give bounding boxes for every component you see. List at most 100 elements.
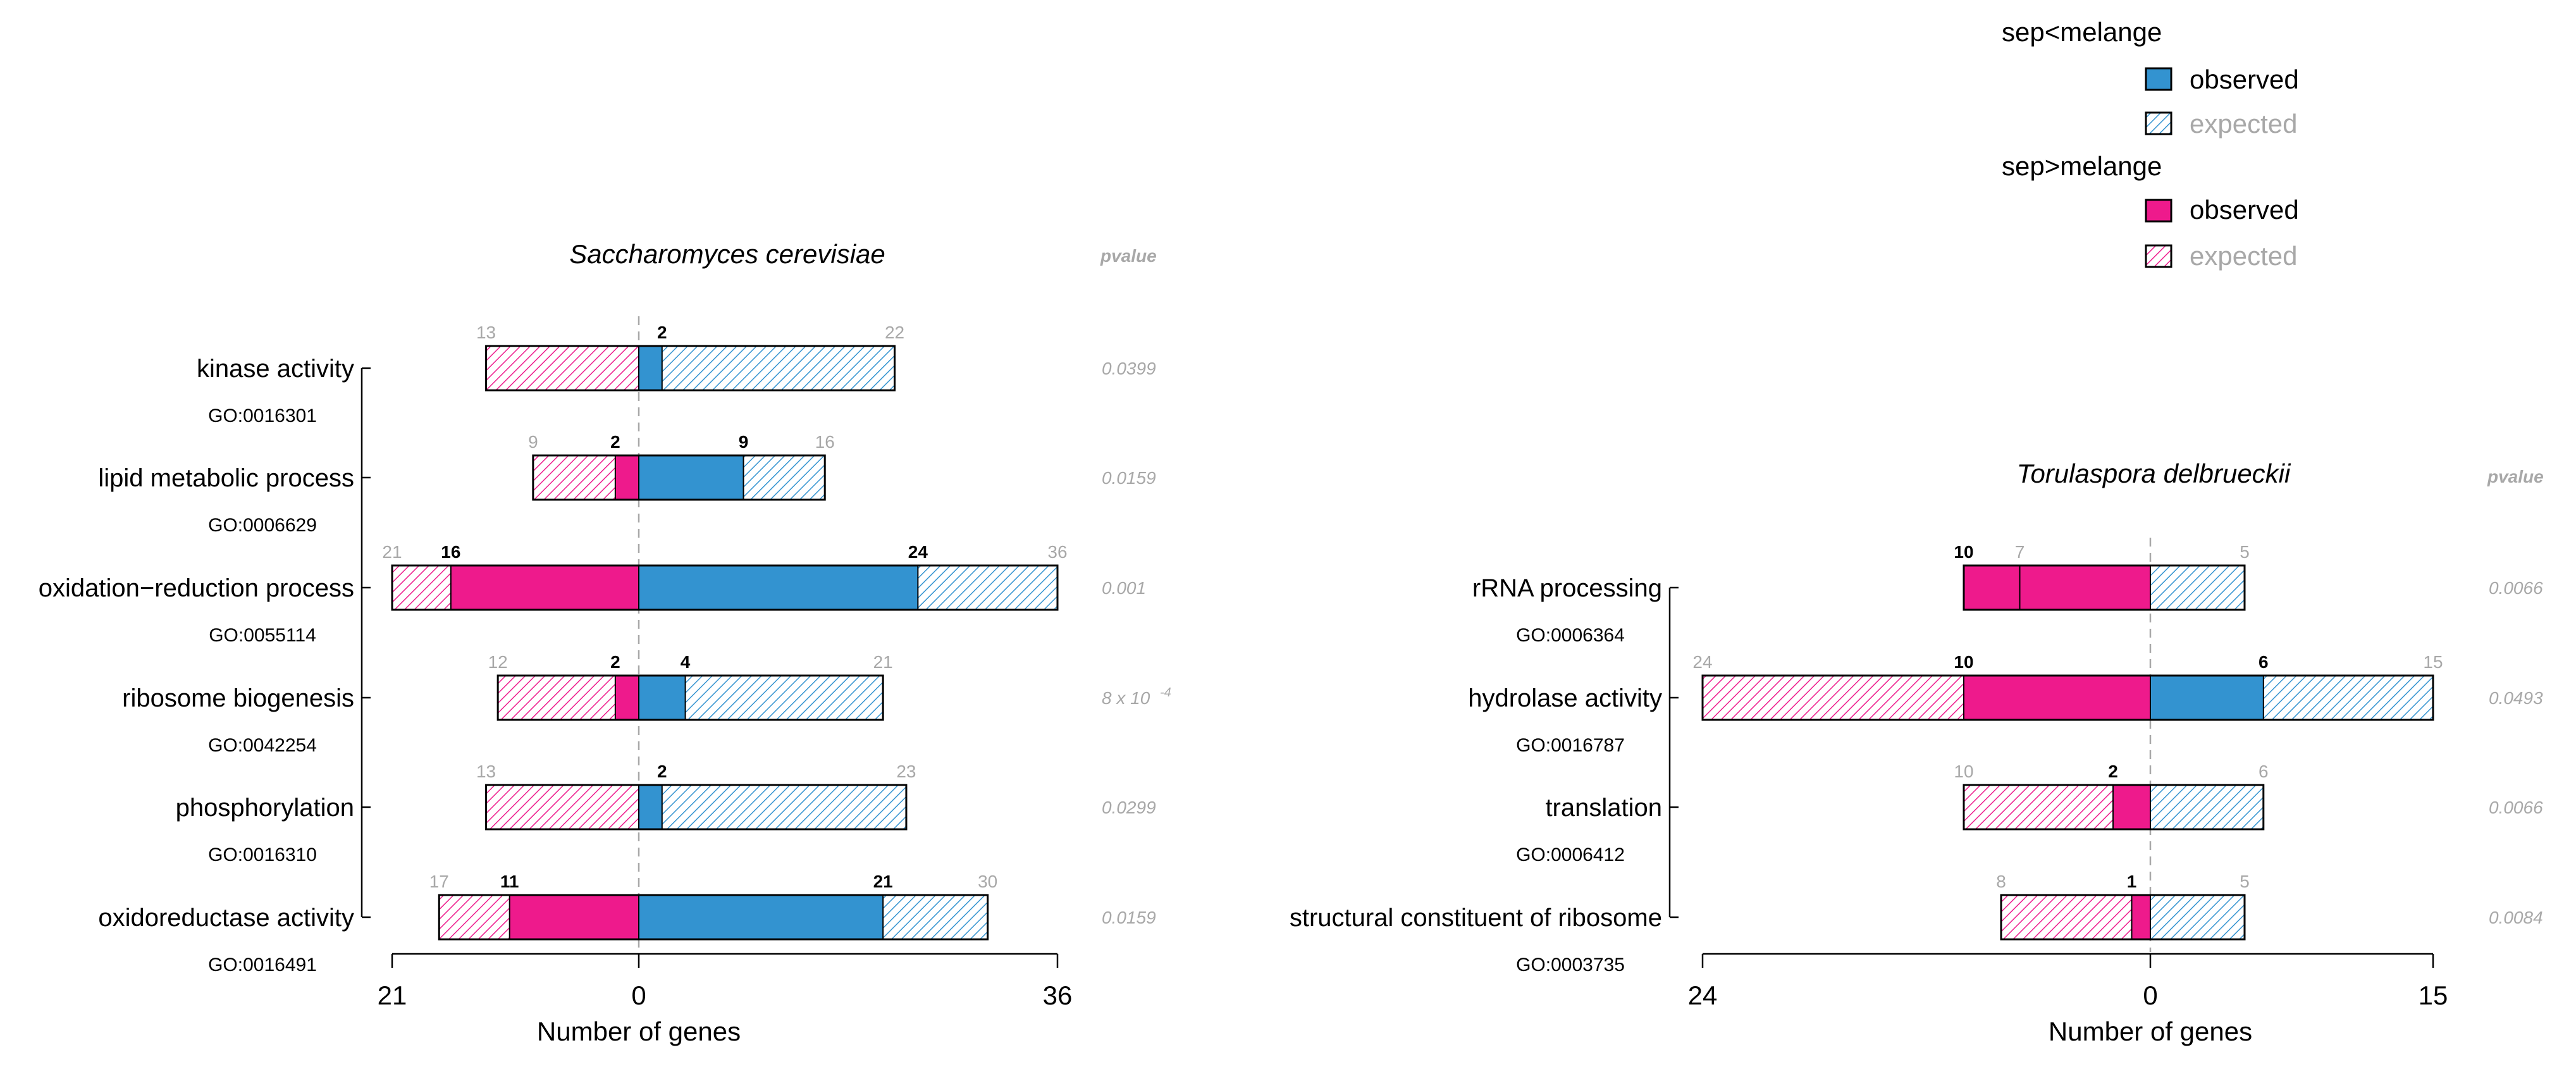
right-observed-label: 2 [657, 762, 667, 781]
left-observed-label: 1 [2127, 872, 2137, 891]
right-expected-label: 6 [2259, 762, 2269, 781]
bar-left-observed [615, 455, 639, 500]
bar-right-expected [2150, 565, 2245, 610]
go-id: GO:0055114 [209, 625, 316, 646]
category-label: phosphorylation [176, 794, 354, 822]
legend-label-pink-expected: expected [2190, 241, 2297, 271]
bar-right-observed [639, 785, 662, 829]
left-expected-label: 21 [382, 542, 402, 562]
chart-title: Saccharomyces cerevisiae [569, 239, 885, 269]
bar-right-expected [2150, 895, 2245, 939]
go-id: GO:0016310 [208, 844, 317, 865]
bar-left-expected [486, 346, 639, 390]
right-expected-label: 5 [2240, 542, 2250, 562]
chart-title: Torulaspora delbrueckii [2017, 459, 2291, 488]
left-expected-label: 13 [476, 323, 496, 342]
bar-right-observed [639, 676, 686, 720]
go-id: GO:0016301 [208, 405, 317, 426]
panel-torulaspora: Torulaspora delbrueckii pvalue rRNA proc… [1290, 459, 2544, 1046]
left-observed-label: 11 [500, 872, 519, 891]
right-expected-label: 16 [815, 432, 835, 452]
bar-left-observed [450, 565, 639, 610]
bar-row: hydrolase activity GO:0016787 24 10 6 15 0.049… [1468, 652, 2543, 756]
go-id: GO:0016491 [208, 955, 317, 975]
bar-right-observed [2150, 676, 2264, 720]
x-axis: 21 0 36 Number of genes [378, 953, 1073, 1046]
bar-right-observed [639, 346, 662, 390]
legend-label-blue-observed: observed [2190, 65, 2299, 94]
pvalue: 0.0066 [2489, 798, 2543, 817]
right-expected-label: 5 [2240, 872, 2250, 891]
category-label: ribosome biogenesis [122, 684, 354, 712]
legend-group-title-2: sep>melange [2002, 151, 2162, 181]
category-label: rRNA processing [1472, 574, 1662, 602]
right-observed-label: 21 [873, 872, 893, 891]
x-tick-label: 24 [1688, 980, 1718, 1010]
bar-row: phosphorylation GO:0016310 13 2 23 0.0299 [176, 762, 1156, 865]
left-observed-label: 16 [441, 542, 460, 562]
bar-row: rRNA processing GO:0006364 7 10 5 0.0066 [1472, 542, 2543, 646]
x-axis-label: Number of genes [2049, 1016, 2252, 1046]
legend-group-title-1: sep<melange [2002, 17, 2162, 47]
right-observed-label: 4 [681, 652, 691, 672]
left-expected-label: 12 [488, 652, 508, 672]
pvalue: 0.0299 [1102, 798, 1156, 817]
bar-row: ribosome biogenesis GO:0042254 12 2 4 21 8 x 1… [122, 652, 1171, 756]
bar-right-observed [639, 455, 744, 500]
right-observed-label: 9 [739, 432, 749, 452]
right-observed-label: 2 [657, 323, 667, 342]
left-observed-label: 2 [610, 432, 620, 452]
legend-swatch-blue-expected [2145, 111, 2172, 135]
x-tick-label: 0 [2143, 980, 2157, 1010]
bar-right-observed [639, 895, 884, 939]
left-expected-label: 10 [1954, 762, 1973, 781]
x-tick-label: 21 [378, 980, 407, 1010]
pvalue: 0.0493 [2489, 688, 2543, 708]
category-label: hydrolase activity [1468, 684, 1662, 712]
x-tick-label: 36 [1043, 980, 1073, 1010]
bar-row: structural constituent of ribosome GO:000… [1290, 872, 2543, 975]
bar-right-expected [2150, 785, 2264, 829]
x-axis: 24 0 15 Number of genes [1688, 953, 2448, 1046]
left-expected-label: 13 [476, 762, 496, 781]
go-id: GO:0006412 [1516, 844, 1625, 865]
x-tick-label: 15 [2419, 980, 2448, 1010]
left-observed-label: 10 [1954, 542, 1973, 562]
left-observed-label: 2 [2108, 762, 2118, 781]
category-label: structural constituent of ribosome [1290, 904, 1662, 932]
left-expected-label: 7 [2015, 542, 2025, 562]
right-expected-label: 15 [2423, 652, 2443, 672]
bar-right-observed [639, 565, 918, 610]
bar-left-expected [486, 785, 639, 829]
bar-left-observed [2131, 895, 2150, 939]
go-id: GO:0042254 [208, 735, 317, 756]
bar-row: oxidation−reduction process GO:0055114 21 1… [39, 542, 1146, 646]
right-expected-label: 22 [885, 323, 904, 342]
legend-label-pink-observed: observed [2190, 195, 2299, 225]
go-id: GO:0006364 [1516, 625, 1625, 646]
right-observed-label: 24 [908, 542, 928, 562]
bar-left-observed [2113, 785, 2150, 829]
left-observed-label: 10 [1954, 652, 1973, 672]
bar-row: lipid metabolic process GO:0006629 9 2 9 16 0.… [98, 432, 1156, 536]
bar-row: translation GO:0006412 10 2 6 0.0066 [1516, 762, 2543, 865]
bar-right-expected [639, 346, 895, 390]
legend-swatch-blue-observed [2145, 67, 2172, 91]
legend-swatch-pink-observed [2145, 199, 2172, 223]
bar-right-expected [639, 785, 906, 829]
category-label: translation [1545, 794, 1662, 822]
category-label: lipid metabolic process [98, 464, 354, 492]
right-expected-label: 30 [978, 872, 997, 891]
left-expected-label: 9 [528, 432, 538, 452]
bar-row: oxidoreductase activity GO:0016491 17 11 21 3… [98, 872, 1156, 975]
category-label: kinase activity [197, 355, 354, 383]
pvalue-header: pvalue [1100, 246, 1157, 266]
pvalue-exponent: -4 [1160, 686, 1171, 700]
pvalue: 8 x 10 [1102, 688, 1150, 708]
legend: sep<melange observed expected sep>melang… [2002, 17, 2299, 271]
bar-left-observed [1964, 676, 2150, 720]
right-expected-label: 23 [896, 762, 916, 781]
right-observed-label: 6 [2259, 652, 2269, 672]
